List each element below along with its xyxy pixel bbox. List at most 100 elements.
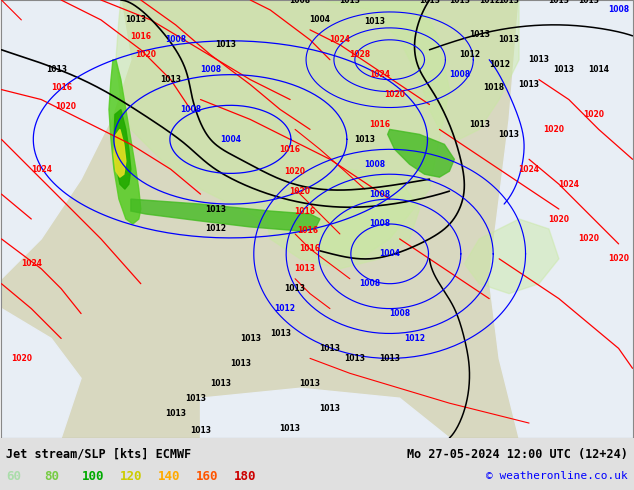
- Text: 1024: 1024: [559, 180, 579, 189]
- Text: 180: 180: [234, 469, 257, 483]
- Text: 80: 80: [44, 469, 59, 483]
- Text: 1013: 1013: [215, 40, 236, 49]
- Text: 1012: 1012: [275, 304, 295, 313]
- Text: 1013: 1013: [160, 75, 181, 84]
- Text: 1008: 1008: [165, 35, 186, 44]
- Text: 1024: 1024: [330, 35, 351, 44]
- Text: 1008: 1008: [364, 160, 385, 169]
- Text: 1018: 1018: [484, 83, 505, 92]
- Polygon shape: [387, 129, 455, 177]
- Text: 1013: 1013: [365, 18, 385, 26]
- Text: 1013: 1013: [230, 359, 251, 368]
- Text: 1020: 1020: [578, 234, 599, 244]
- Text: 1020: 1020: [56, 102, 77, 111]
- Text: 1013: 1013: [190, 425, 211, 435]
- Polygon shape: [116, 0, 450, 259]
- Text: 1012: 1012: [205, 224, 226, 233]
- Text: 1020: 1020: [135, 50, 157, 59]
- Text: 1013: 1013: [240, 334, 261, 343]
- Text: 1016: 1016: [280, 145, 301, 154]
- Text: 1013: 1013: [379, 354, 400, 363]
- Text: 1004: 1004: [379, 249, 400, 258]
- Text: Mo 27-05-2024 12:00 UTC (12+24): Mo 27-05-2024 12:00 UTC (12+24): [407, 447, 628, 461]
- Text: 1013: 1013: [205, 204, 226, 214]
- Text: 1020: 1020: [548, 215, 569, 223]
- Text: 1008: 1008: [369, 190, 391, 198]
- Text: 1008: 1008: [449, 70, 470, 79]
- Text: 160: 160: [196, 469, 219, 483]
- Text: 1008: 1008: [290, 0, 311, 4]
- Text: 1020: 1020: [285, 167, 306, 176]
- Text: 1013: 1013: [469, 30, 489, 39]
- Text: 1013: 1013: [339, 0, 360, 4]
- Text: 1013: 1013: [299, 379, 321, 388]
- Text: 1013: 1013: [320, 404, 340, 413]
- Text: 1020: 1020: [583, 110, 604, 119]
- Text: 1016: 1016: [297, 226, 318, 236]
- Text: 1020: 1020: [608, 254, 629, 263]
- Text: 1013: 1013: [354, 135, 375, 144]
- Text: 1013: 1013: [165, 409, 186, 417]
- Text: 1013: 1013: [469, 120, 489, 129]
- Text: 1020: 1020: [11, 354, 32, 363]
- Text: 1013: 1013: [280, 423, 301, 433]
- Text: 1013: 1013: [344, 354, 365, 363]
- Text: 1013: 1013: [553, 65, 574, 74]
- Text: 120: 120: [120, 469, 143, 483]
- Text: Jet stream/SLP [kts] ECMWF: Jet stream/SLP [kts] ECMWF: [6, 447, 191, 461]
- Polygon shape: [265, 169, 420, 269]
- Text: 1013: 1013: [498, 35, 520, 44]
- Text: 1024: 1024: [31, 165, 52, 174]
- Polygon shape: [320, 0, 519, 139]
- Text: 1008: 1008: [359, 279, 380, 288]
- Text: 1013: 1013: [529, 55, 550, 64]
- Polygon shape: [131, 199, 320, 231]
- Text: 1013: 1013: [295, 264, 316, 273]
- Polygon shape: [464, 219, 559, 294]
- Polygon shape: [109, 60, 141, 224]
- Text: 1013: 1013: [548, 0, 569, 4]
- Text: 1013: 1013: [449, 0, 470, 4]
- Text: 1014: 1014: [588, 65, 609, 74]
- Text: 1004: 1004: [220, 135, 241, 144]
- Text: 1008: 1008: [389, 309, 410, 318]
- Text: 1016: 1016: [51, 83, 72, 92]
- Text: 1024: 1024: [369, 70, 390, 79]
- Text: 1013: 1013: [320, 344, 340, 353]
- Text: 1016: 1016: [369, 120, 390, 129]
- Text: 1024: 1024: [519, 165, 540, 174]
- Text: 1008: 1008: [200, 65, 221, 74]
- Polygon shape: [1, 309, 81, 438]
- Polygon shape: [489, 0, 633, 438]
- Text: 1016: 1016: [299, 245, 321, 253]
- Text: 1008: 1008: [180, 105, 201, 114]
- Text: 1013: 1013: [419, 0, 440, 4]
- Text: 1028: 1028: [349, 50, 370, 59]
- Text: 1012: 1012: [404, 334, 425, 343]
- Text: 1013: 1013: [285, 284, 306, 293]
- Text: 1012: 1012: [479, 0, 500, 4]
- Text: 1020: 1020: [290, 187, 311, 196]
- Text: 1013: 1013: [578, 0, 599, 4]
- Text: 140: 140: [158, 469, 181, 483]
- Text: 1008: 1008: [608, 5, 629, 14]
- Text: 1013: 1013: [498, 130, 520, 139]
- Text: 1012: 1012: [489, 60, 510, 69]
- Text: 1013: 1013: [269, 329, 290, 338]
- Text: 1013: 1013: [210, 379, 231, 388]
- Text: 100: 100: [82, 469, 105, 483]
- Text: © weatheronline.co.uk: © weatheronline.co.uk: [486, 471, 628, 481]
- Text: 1013: 1013: [185, 393, 206, 403]
- Text: 1013: 1013: [46, 65, 67, 74]
- Text: 1020: 1020: [384, 90, 405, 99]
- Polygon shape: [200, 388, 450, 438]
- Text: 1016: 1016: [295, 207, 316, 216]
- Polygon shape: [114, 129, 126, 177]
- Text: 1008: 1008: [369, 220, 391, 228]
- Text: 1004: 1004: [309, 15, 330, 24]
- Text: 1013: 1013: [498, 0, 520, 4]
- Text: 1012: 1012: [459, 50, 480, 59]
- Text: 1020: 1020: [543, 125, 564, 134]
- Text: 1016: 1016: [131, 32, 152, 41]
- Text: 1024: 1024: [21, 259, 42, 269]
